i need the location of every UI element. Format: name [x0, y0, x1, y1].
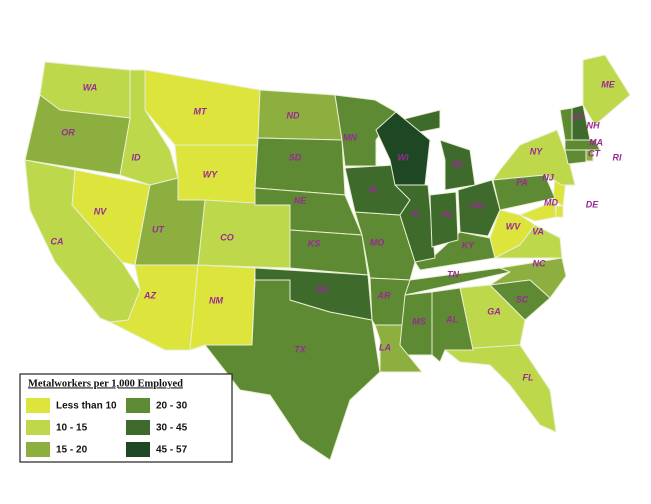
state-shape [431, 287, 474, 363]
state-label: TN [447, 269, 459, 279]
state-label: NM [209, 295, 223, 305]
state-shape [24, 159, 141, 323]
state-shape [439, 139, 476, 191]
state-label: NE [294, 195, 307, 205]
state-label: PA [516, 177, 528, 187]
state-shape [254, 137, 346, 196]
state-shape [375, 111, 431, 186]
state-shape [519, 200, 557, 222]
state-label: WV [506, 221, 521, 231]
state-shape [457, 179, 501, 237]
state-label: WA [83, 82, 98, 92]
state-shape [494, 224, 563, 259]
state-shape [394, 184, 436, 263]
legend-label: 10 - 15 [56, 423, 88, 434]
state-shape [189, 264, 256, 351]
state-shape [582, 54, 631, 126]
legend-swatch [26, 442, 50, 457]
state-label: ME [601, 79, 615, 89]
state-shape [489, 279, 551, 321]
legend: Metalworkers per 1,000 Employed Less tha… [19, 373, 233, 463]
state-label: GA [487, 306, 501, 316]
state-label: CT [588, 148, 601, 158]
state-label: KY [462, 240, 475, 250]
state-shape [254, 267, 373, 321]
legend-title: Metalworkers per 1,000 Employed [28, 378, 183, 389]
state-label: IA [369, 184, 378, 194]
state-label: WY [203, 169, 218, 179]
legend-label: 20 - 30 [156, 401, 188, 412]
state-label: MA [589, 137, 603, 147]
state-label: NC [533, 258, 546, 268]
state-label: ND [287, 110, 300, 120]
state-label: IL [412, 208, 420, 218]
state-label: ID [132, 152, 142, 162]
legend-label: 15 - 20 [56, 445, 88, 456]
legend-label: Less than 10 [56, 401, 117, 412]
state-shape [564, 149, 587, 165]
state-label: RI [613, 152, 622, 162]
state-label: FL [523, 372, 534, 382]
state-label: OH [470, 200, 484, 210]
state-label: OK [315, 284, 330, 294]
legend-swatch [126, 398, 150, 413]
state-label: UT [152, 224, 165, 234]
state-label: DE [586, 199, 599, 209]
state-label: AZ [143, 290, 156, 300]
state-label: IN [443, 209, 453, 219]
state-shape [134, 177, 206, 266]
state-shape [24, 94, 131, 176]
state-shape [197, 199, 291, 269]
state-label: MT [194, 106, 208, 116]
state-label: NH [587, 120, 600, 130]
state-shape [399, 291, 433, 356]
legend-swatch [26, 420, 50, 435]
state-label: MI [452, 159, 462, 169]
state-shape [257, 89, 343, 141]
state-label: NJ [542, 172, 554, 182]
state-shape [334, 94, 397, 167]
state-shape [444, 344, 557, 433]
legend-label: 45 - 57 [156, 445, 188, 456]
state-label: NY [530, 146, 543, 156]
state-label: VT [572, 112, 585, 122]
legend-swatch [126, 442, 150, 457]
state-label: MO [370, 237, 385, 247]
state-label: MN [343, 132, 357, 142]
state-shape [571, 104, 591, 141]
state-shape [289, 229, 369, 276]
state-label: VA [532, 226, 544, 236]
legend-label: 30 - 45 [156, 423, 188, 434]
state-label: AR [377, 290, 391, 300]
state-label: AL [445, 314, 458, 324]
state-label: KS [308, 238, 321, 248]
state-label: CA [51, 236, 64, 246]
state-label: WI [398, 152, 409, 162]
state-label: CO [220, 232, 234, 242]
state-shape [555, 205, 564, 218]
state-shape [429, 191, 459, 248]
state-shape [404, 267, 511, 296]
state-label: MS [412, 316, 426, 326]
state-label: TX [294, 344, 306, 354]
state-label: SC [516, 294, 529, 304]
legend-swatch [26, 398, 50, 413]
states [24, 54, 631, 461]
state-label: MD [544, 197, 558, 207]
state-label: NV [94, 206, 107, 216]
legend-swatch [126, 420, 150, 435]
state-labels: MT WY NV AZ NM WV NJ DE MD WA ID CA CO NY ME VA GA FL OR UT… [51, 79, 622, 382]
state-label: LA [379, 342, 391, 352]
state-label: SD [289, 152, 302, 162]
state-label: OR [61, 127, 75, 137]
state-shape [559, 107, 573, 141]
